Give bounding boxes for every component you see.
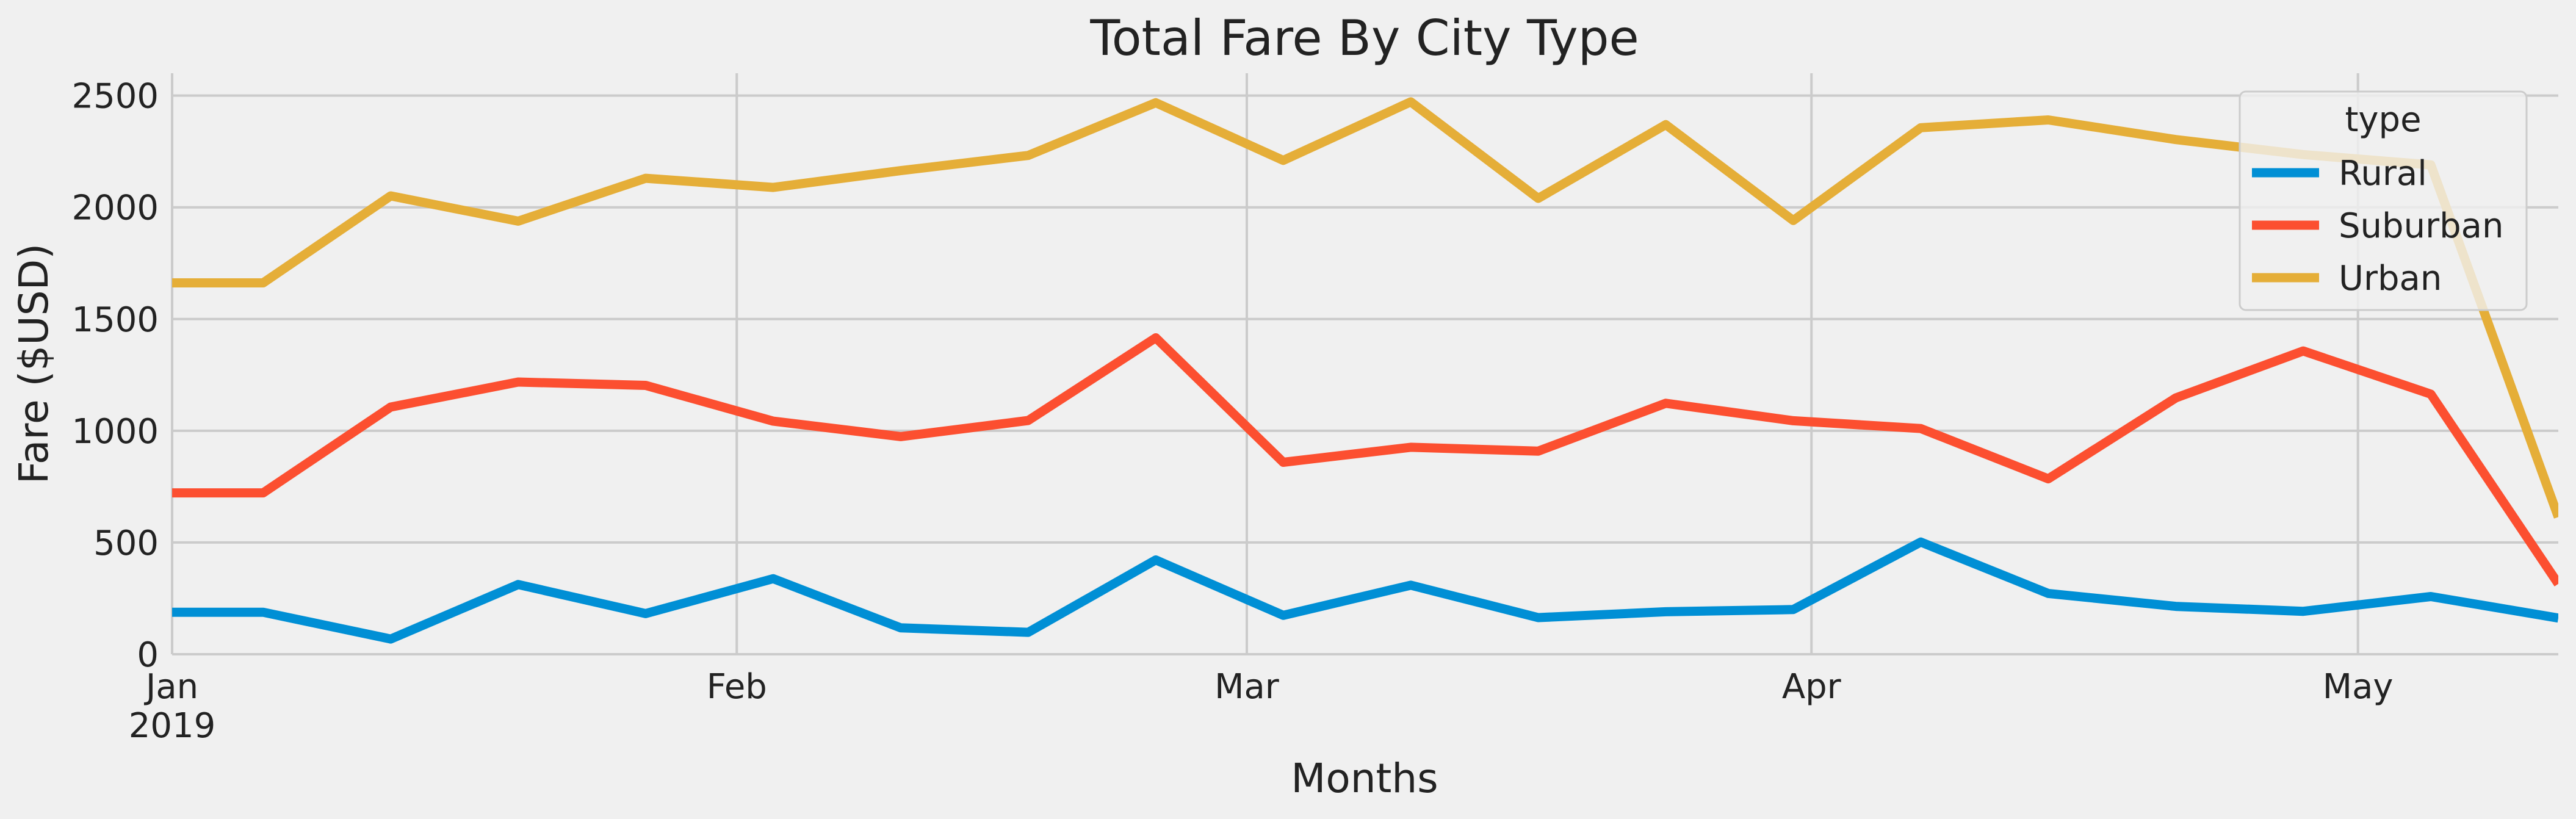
y-tick-label: 1000: [71, 412, 159, 452]
y-tick-label: 500: [93, 524, 159, 563]
series-line-urban: [172, 97, 2558, 519]
x-tick-label: Apr: [1782, 667, 1842, 707]
x-axis-label: Months: [1291, 755, 1438, 802]
chart-title: Total Fare By City Type: [1089, 10, 1639, 67]
series-lines: [172, 97, 2558, 644]
y-tick-label: 2000: [71, 189, 159, 228]
y-tick-label: 2500: [71, 77, 159, 117]
legend-label-suburban: Suburban: [2339, 206, 2503, 246]
x-tick-label: Mar: [1214, 667, 1280, 707]
x-tick-label: Feb: [707, 667, 767, 707]
legend-title: type: [2345, 100, 2421, 140]
legend-label-urban: Urban: [2339, 259, 2442, 298]
legend-box: [2239, 90, 2528, 311]
y-tick-label: 1500: [71, 300, 159, 340]
y-tick-label: 0: [137, 635, 159, 675]
x-tick-label: Jan: [144, 667, 198, 707]
legend-label-rural: Rural: [2339, 154, 2427, 193]
x-tick-label: May: [2323, 667, 2394, 707]
legend: type Rural Suburban Urban: [2239, 90, 2528, 311]
y-tick-labels: 0 500 1000 1500 2000 2500: [71, 77, 159, 675]
y-axis-label: Fare ($USD): [10, 244, 57, 484]
series-line-suburban: [172, 333, 2558, 586]
x-tick-sublabel: 2019: [129, 706, 216, 746]
plot-area: [172, 73, 2558, 654]
series-line-rural: [172, 537, 2558, 644]
legend-items: Rural Suburban Urban: [2252, 154, 2503, 298]
